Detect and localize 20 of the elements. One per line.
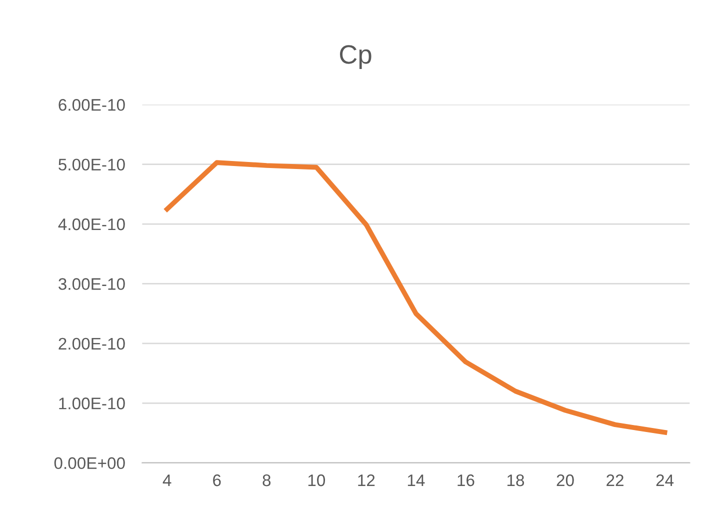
x-tick-label: 22 [606,474,624,486]
x-tick-label: 10 [308,474,326,486]
y-tick-label: 4.00E-10 [58,218,125,230]
line-series [164,160,668,435]
x-tick-label: 8 [262,474,271,486]
y-tick-label: 5.00E-10 [58,158,125,171]
x-tick-label: 20 [556,474,574,486]
x-tick-label: 24 [656,474,674,486]
x-tick-label: 16 [458,474,474,486]
y-tick-label: 1.00E-10 [59,398,125,410]
y-tick-label: 6.00E-10 [58,99,125,111]
x-tick-label: 6 [213,474,221,486]
x-tick-label: 12 [358,474,375,486]
y-tick-label: 3.00E-10 [58,278,125,290]
x-tick-label: 14 [408,474,425,486]
y-tick-label: 2.00E-10 [58,338,125,350]
y-tick-label: 0.00E+00 [54,457,125,470]
x-tick-label: 4 [162,474,172,486]
chart-title: Cp [340,45,372,70]
x-tick-label: 18 [507,474,524,486]
